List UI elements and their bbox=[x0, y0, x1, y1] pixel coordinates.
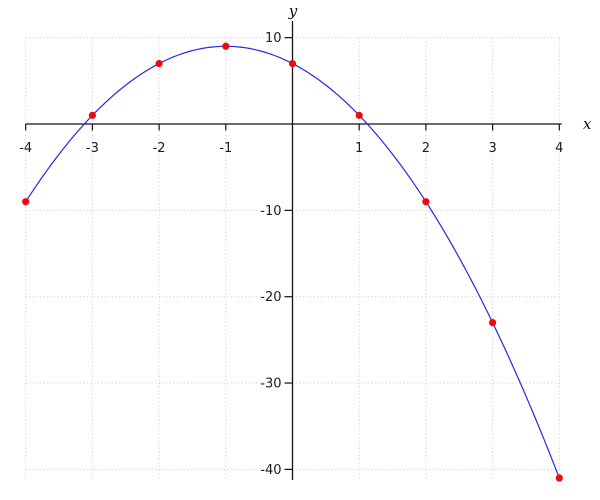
x-tick-label: 1 bbox=[355, 141, 363, 156]
data-point bbox=[22, 198, 30, 206]
y-tick-label: -20 bbox=[260, 290, 281, 305]
y-tick-label: 10 bbox=[265, 31, 282, 46]
x-axis-label: x bbox=[583, 115, 592, 133]
tick-marks-and-labels: -4 -3 -2 -1 1 2 3 4 10 -10 -20 -30 -40 bbox=[19, 31, 563, 478]
data-point bbox=[422, 198, 430, 206]
y-tick-label: -10 bbox=[260, 204, 281, 219]
data-point bbox=[288, 59, 297, 68]
data-point bbox=[155, 59, 163, 68]
y-tick-label: -40 bbox=[260, 463, 281, 478]
axes bbox=[25, 21, 562, 480]
x-tick-label: -3 bbox=[86, 141, 99, 156]
y-tick-label: -30 bbox=[260, 377, 281, 392]
x-tick-label: 3 bbox=[488, 141, 496, 156]
x-tick-label: -2 bbox=[153, 141, 166, 156]
data-point bbox=[555, 474, 563, 482]
data-point bbox=[355, 111, 363, 119]
x-tick-label: 2 bbox=[422, 141, 430, 156]
x-tick-label: -4 bbox=[19, 141, 32, 156]
data-point bbox=[88, 111, 96, 119]
x-tick-label: -1 bbox=[219, 141, 232, 156]
y-axis-label: y bbox=[288, 2, 298, 20]
data-point bbox=[489, 319, 497, 327]
data-point bbox=[222, 42, 230, 50]
x-tick-label: 4 bbox=[555, 141, 563, 156]
data-points bbox=[22, 42, 563, 482]
